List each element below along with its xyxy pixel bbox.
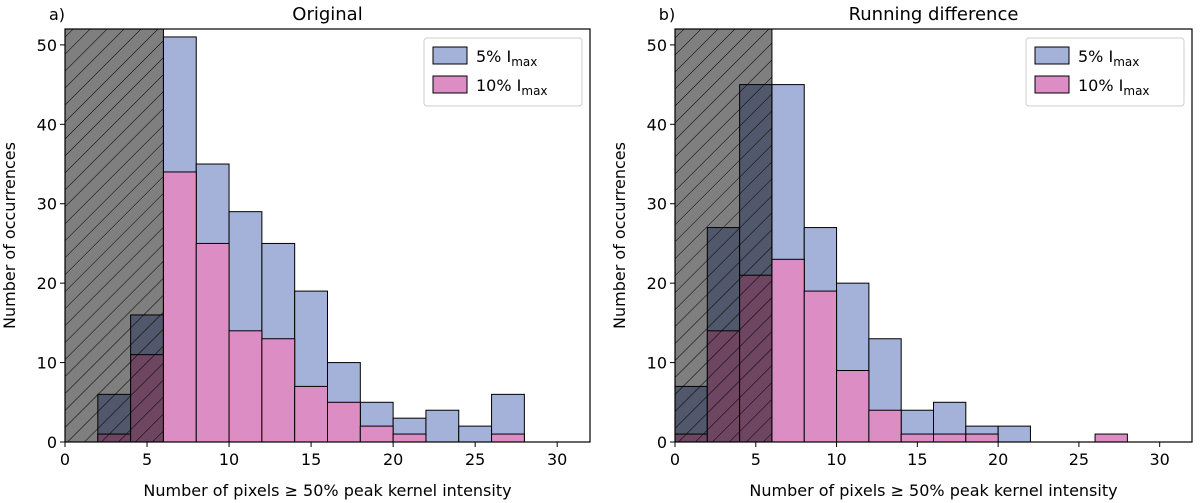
y-tick-label: 50 <box>37 36 57 55</box>
histogram-bar <box>458 425 493 443</box>
legend-swatch <box>432 75 468 94</box>
y-tick-label: 20 <box>647 274 667 293</box>
x-tick-label: 30 <box>547 450 567 469</box>
x-tick-label: 25 <box>465 450 485 469</box>
x-tick-label: 0 <box>670 450 680 469</box>
x-tick-label: 5 <box>751 450 761 469</box>
x-axis-label: Number of pixels ≥ 50% peak kernel inten… <box>749 481 1117 500</box>
histogram-bar <box>491 433 525 443</box>
y-tick-label: 20 <box>37 274 57 293</box>
histogram-bar <box>803 290 838 443</box>
x-tick-label: 15 <box>301 450 321 469</box>
y-tick-label: 40 <box>37 115 57 134</box>
x-tick-label: 20 <box>383 450 403 469</box>
legend-subscript: max <box>511 55 537 69</box>
histogram-bar <box>228 330 263 443</box>
y-tick-label: 10 <box>647 354 667 373</box>
legend-swatch <box>1034 75 1070 94</box>
y-tick-label: 40 <box>647 115 667 134</box>
y-axis-label: Number of occurrences <box>610 142 629 329</box>
histogram-bar <box>836 370 870 443</box>
panel-label: a) <box>49 5 65 24</box>
excluded-region <box>64 28 164 443</box>
histogram-bar <box>425 409 460 443</box>
x-tick-label: 5 <box>142 450 152 469</box>
histogram-bar <box>195 242 230 443</box>
x-tick-label: 15 <box>907 450 927 469</box>
y-axis-label: Number of occurrences <box>0 142 19 329</box>
legend-subscript: max <box>1123 84 1149 98</box>
legend-label: 10% Imax <box>1078 76 1150 98</box>
legend-label: 10% Imax <box>476 76 548 98</box>
excluded-region <box>674 28 773 443</box>
x-tick-label: 25 <box>1069 450 1089 469</box>
histogram-bar <box>771 258 805 443</box>
legend-swatch <box>1034 46 1070 65</box>
histogram-bar <box>392 433 427 443</box>
legend-label: 5% Imax <box>1078 47 1139 69</box>
x-tick-label: 0 <box>60 450 70 469</box>
histogram-bar <box>162 171 197 443</box>
legend-swatch <box>432 46 468 65</box>
x-tick-label: 20 <box>988 450 1008 469</box>
histogram-bar <box>997 425 1031 443</box>
legend-subscript: max <box>521 84 547 98</box>
x-axis-label: Number of pixels ≥ 50% peak kernel inten… <box>143 481 511 500</box>
panel-label: b) <box>659 5 675 24</box>
y-tick-label: 30 <box>647 195 667 214</box>
axes-frame <box>64 28 591 443</box>
x-tick-label: 10 <box>219 450 239 469</box>
legend-name: 10% I <box>1078 76 1123 95</box>
chart-title: Original <box>292 4 362 25</box>
y-tick-label: 10 <box>37 354 57 373</box>
legend-label: 5% Imax <box>476 47 537 69</box>
y-tick-label: 0 <box>657 433 667 452</box>
histogram-bar <box>933 433 967 443</box>
histogram-bar <box>359 425 394 443</box>
histogram-bar <box>261 338 296 443</box>
histogram-bar <box>900 433 934 443</box>
chart-title: Running difference <box>849 4 1019 25</box>
axes-frame <box>674 28 1193 443</box>
y-tick-label: 0 <box>47 433 57 452</box>
y-tick-label: 30 <box>37 195 57 214</box>
histogram-bar <box>965 433 999 443</box>
legend-subscript: max <box>1113 55 1139 69</box>
y-tick-label: 50 <box>647 36 667 55</box>
x-tick-label: 10 <box>826 450 846 469</box>
x-tick-label: 30 <box>1150 450 1170 469</box>
histogram-bar <box>868 409 902 443</box>
legend-name: 10% I <box>476 76 521 95</box>
legend-name: 5% I <box>1078 47 1113 66</box>
legend-name: 5% I <box>476 47 511 66</box>
histogram-bar <box>294 385 328 443</box>
histogram-bar <box>327 401 361 443</box>
histogram-bar <box>1094 433 1128 443</box>
